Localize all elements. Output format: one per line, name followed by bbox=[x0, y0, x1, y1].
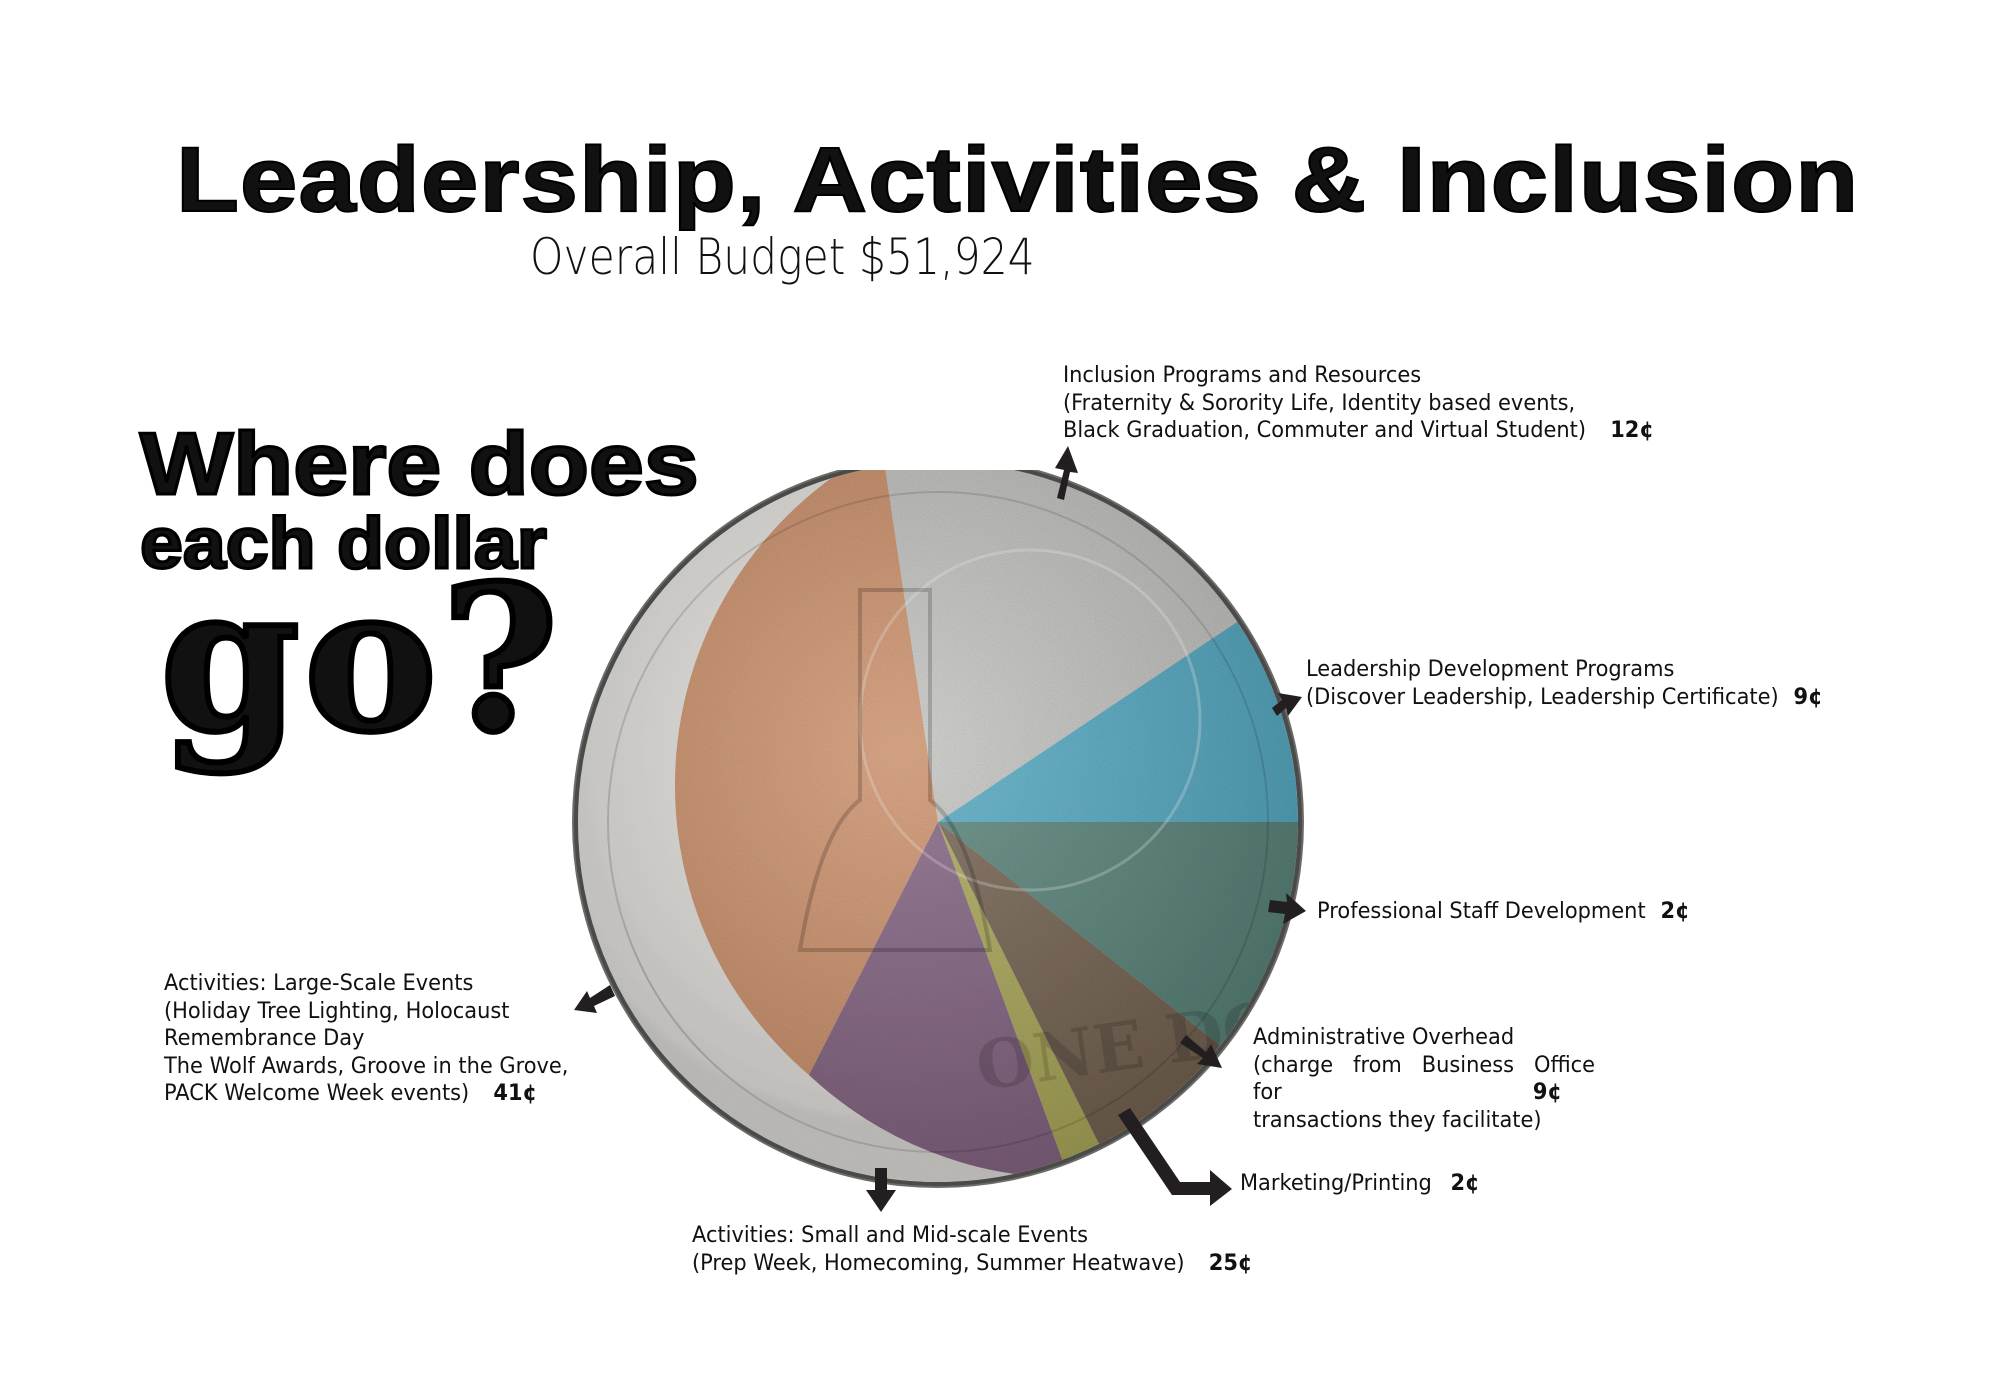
label-admin: Administrative Overhead (charge from Bus… bbox=[1253, 1024, 1595, 1134]
label-large-events-detail-1: (Holiday Tree Lighting, Holocaust bbox=[164, 997, 510, 1024]
label-small-events-detail-text: (Prep Week, Homecoming, Summer Heatwave) bbox=[692, 1249, 1185, 1276]
arrow-icon-marketing bbox=[1118, 1108, 1232, 1206]
label-large-events-detail-4: PACK Welcome Week events) 41¢ bbox=[164, 1080, 568, 1108]
arrow-icon-admin bbox=[1180, 1035, 1222, 1068]
label-staff: Professional Staff Development 2¢ bbox=[1317, 898, 1690, 926]
amount-small-events: 25¢ bbox=[1208, 1249, 1253, 1276]
question-line-3: go? bbox=[157, 542, 563, 777]
label-large-events-detail-4-text: PACK Welcome Week events) bbox=[164, 1080, 470, 1106]
label-small-events: Activities: Small and Mid-scale Events (… bbox=[692, 1222, 1252, 1277]
amount-leadership: 9¢ bbox=[1793, 683, 1823, 710]
label-inclusion-detail-2: Black Graduation, Commuter and Virtual S… bbox=[1063, 417, 1654, 445]
label-leadership-detail: (Discover Leadership, Leadership Certifi… bbox=[1306, 684, 1823, 712]
label-large-events-detail-3: The Wolf Awards, Groove in the Grove, bbox=[164, 1052, 569, 1079]
page-title: Leadership, Activities & Inclusion bbox=[175, 128, 1860, 232]
amount-staff: 2¢ bbox=[1660, 898, 1690, 924]
amount-inclusion: 12¢ bbox=[1610, 417, 1654, 443]
label-marketing: Marketing/Printing 2¢ bbox=[1240, 1170, 1480, 1198]
label-small-events-title: Activities: Small and Mid-scale Events bbox=[692, 1222, 1089, 1248]
amount-admin: 9¢ bbox=[1532, 1079, 1562, 1105]
label-admin-detail-3: transactions they facilitate) bbox=[1253, 1106, 1542, 1133]
question-line-1: Where does bbox=[138, 414, 700, 513]
label-leadership-title: Leadership Development Programs bbox=[1306, 656, 1675, 682]
label-inclusion-detail-1: (Fraternity & Sorority Life, Identity ba… bbox=[1063, 389, 1576, 416]
coin-pie-chart: ONE DOLLAR bbox=[572, 470, 1304, 1188]
label-leadership: Leadership Development Programs (Discove… bbox=[1306, 656, 1823, 711]
arrow-icon-leadership bbox=[1272, 693, 1302, 716]
overall-budget-subtitle: Overall Budget $51,924 bbox=[530, 228, 1035, 286]
label-large-events-title: Activities: Large-Scale Events bbox=[164, 970, 474, 996]
label-large-events: Activities: Large-Scale Events (Holiday … bbox=[164, 970, 568, 1108]
label-admin-detail-2-text: for bbox=[1253, 1079, 1282, 1105]
label-staff-line: Professional Staff Development 2¢ bbox=[1317, 898, 1690, 926]
label-inclusion-detail-text: Black Graduation, Commuter and Virtual S… bbox=[1063, 417, 1587, 443]
arrow-icon-staff bbox=[1268, 893, 1306, 924]
arrow-icon-small-events bbox=[866, 1168, 896, 1212]
label-admin-title: Administrative Overhead bbox=[1253, 1024, 1515, 1050]
arrow-icon-inclusion bbox=[1055, 446, 1078, 500]
arrow-icon-large-events bbox=[574, 985, 615, 1013]
label-admin-detail-1: (charge from Business Office bbox=[1253, 1051, 1596, 1078]
label-large-events-detail-2: Remembrance Day bbox=[164, 1025, 365, 1051]
amount-large-events: 41¢ bbox=[493, 1080, 538, 1106]
label-inclusion-title: Inclusion Programs and Resources bbox=[1063, 362, 1422, 388]
label-marketing-title: Marketing/Printing bbox=[1240, 1170, 1432, 1196]
label-small-events-detail: (Prep Week, Homecoming, Summer Heatwave)… bbox=[692, 1250, 1252, 1278]
label-inclusion: Inclusion Programs and Resources (Frater… bbox=[1063, 362, 1654, 445]
amount-marketing: 2¢ bbox=[1450, 1170, 1480, 1196]
label-staff-title: Professional Staff Development bbox=[1317, 898, 1646, 924]
question-line-2: each dollar bbox=[138, 504, 548, 584]
label-leadership-detail-text: (Discover Leadership, Leadership Certifi… bbox=[1306, 683, 1779, 710]
label-admin-detail-2: for 9¢ bbox=[1253, 1079, 1595, 1107]
label-marketing-line: Marketing/Printing 2¢ bbox=[1240, 1170, 1480, 1198]
